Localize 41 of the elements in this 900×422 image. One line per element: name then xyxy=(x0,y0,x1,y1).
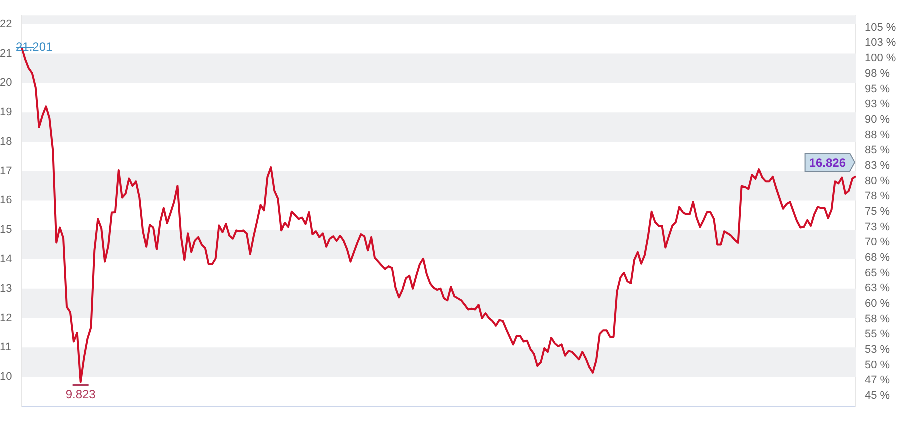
y-tick-label: 22 xyxy=(0,18,12,30)
y-tick-label: 12 xyxy=(0,312,12,324)
y-tick-label: 11 xyxy=(0,342,12,354)
y2-tick-label: 90 % xyxy=(865,114,890,126)
y2-tick-label: 100 % xyxy=(865,52,896,65)
y2-tick-label: 53 % xyxy=(865,344,890,356)
y2-tick-label: 55 % xyxy=(865,328,890,341)
y2-tick-label: 60 % xyxy=(865,298,890,310)
y2-tick-label: 80 % xyxy=(865,175,890,188)
y2-tick-label: 50 % xyxy=(865,359,890,372)
y2-tick-label: 83 % xyxy=(865,160,890,172)
y-tick-label: 21 xyxy=(0,48,12,60)
y-tick-label: 17 xyxy=(0,165,12,178)
y2-tick-label: 88 % xyxy=(865,129,890,142)
y2-tick-label: 58 % xyxy=(865,313,890,326)
y2-tick-label: 105 % xyxy=(865,22,896,34)
y2-tick-label: 47 % xyxy=(865,374,890,387)
y2-tick-label: 93 % xyxy=(865,98,890,111)
y2-tick-label: 68 % xyxy=(865,252,890,264)
y2-tick-label: 98 % xyxy=(865,68,890,80)
y2-tick-label: 63 % xyxy=(865,282,890,295)
y-tick-label: 15 xyxy=(0,224,12,236)
y2-tick-label: 73 % xyxy=(865,221,890,234)
y-tick-label: 18 xyxy=(0,136,12,148)
y2-tick-label: 45 % xyxy=(865,390,890,402)
y-tick-label: 19 xyxy=(0,106,12,119)
y-tick-label: 10 xyxy=(0,371,12,384)
y2-tick-label: 78 % xyxy=(865,190,890,203)
y-tick-label: 13 xyxy=(0,282,12,295)
y2-tick-label: 95 % xyxy=(865,83,890,96)
annotation: 21.201 xyxy=(16,40,54,54)
y2-tick-label: 65 % xyxy=(865,267,890,280)
y2-tick-label: 75 % xyxy=(865,206,890,218)
annotation: 16.826 xyxy=(809,156,846,170)
annotation: 9.823 xyxy=(66,388,96,402)
y2-tick-label: 70 % xyxy=(865,236,890,249)
y-tick-label: 20 xyxy=(0,77,12,90)
y-tick-label: 14 xyxy=(0,254,12,266)
y-tick-label: 16 xyxy=(0,194,12,207)
y2-tick-label: 85 % xyxy=(865,144,890,157)
y2-tick-label: 103 % xyxy=(865,37,896,50)
